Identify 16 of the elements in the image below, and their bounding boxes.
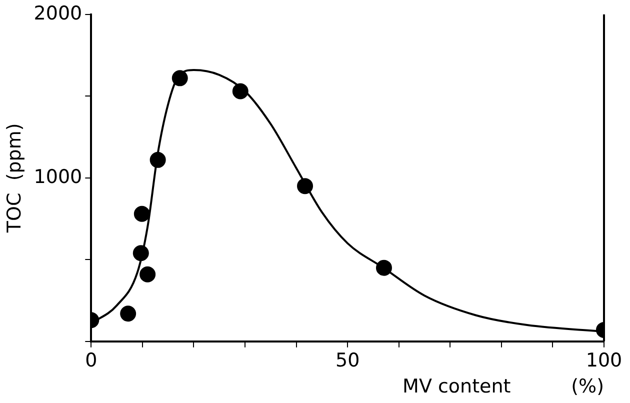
point	[232, 83, 248, 100]
y-tick-label: 2000	[34, 2, 82, 24]
x-tick-label: 50	[335, 350, 360, 372]
point	[172, 70, 188, 86]
point	[376, 260, 392, 276]
y-axis-title: TOC (ppm)	[3, 123, 26, 234]
x-tick-label: 100	[586, 350, 622, 372]
point	[150, 152, 166, 168]
point	[132, 245, 149, 262]
point	[140, 266, 156, 282]
point	[297, 178, 314, 194]
point	[134, 206, 150, 222]
point	[120, 306, 136, 322]
x-axis-title: MV content (%)	[402, 376, 604, 398]
y-tick-label: 1000	[34, 166, 82, 188]
x-tick-label: 0	[85, 350, 98, 372]
